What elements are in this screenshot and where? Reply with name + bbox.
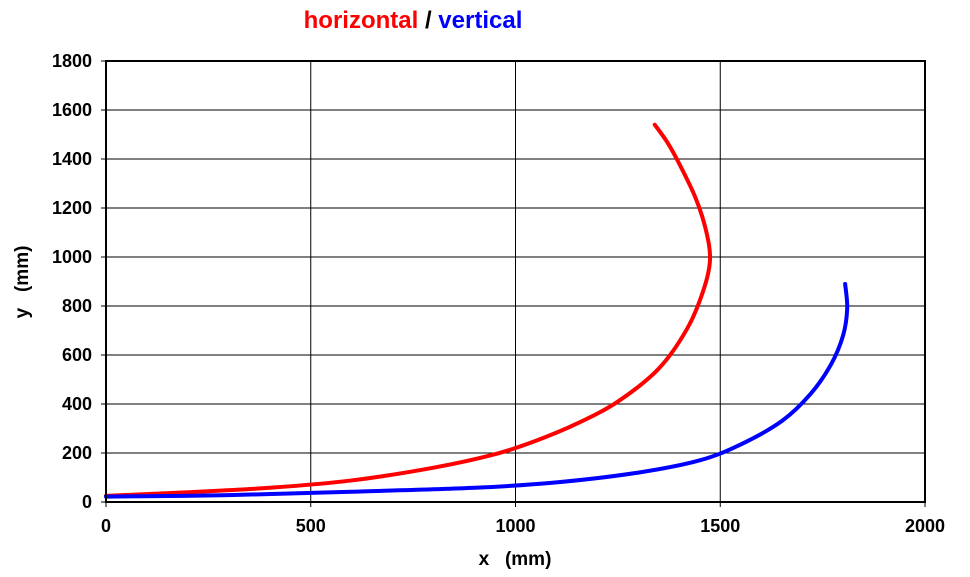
title-part-vertical: vertical: [438, 7, 522, 34]
y-tick-label: 1200: [52, 198, 92, 218]
y-tick-labels: 0 200 400 600 800 1000 1200 1400 1600 1800: [52, 51, 106, 512]
chart-title: horizontal / vertical: [304, 7, 523, 34]
x-axis-label: x (mm): [479, 549, 552, 570]
series-line-2: [104, 281, 850, 499]
x-tick-label: 2000: [905, 516, 945, 536]
grid: [106, 61, 925, 502]
y-tick-label: 1000: [52, 247, 92, 267]
y-tick-label: 200: [62, 443, 92, 463]
title-part-separator: /: [418, 7, 438, 34]
y-axis-label: y (mm): [12, 246, 33, 319]
series-group: [104, 122, 850, 499]
y-tick-label: 1800: [52, 51, 92, 71]
x-tick-label: 500: [296, 516, 326, 536]
y-tick-label: 400: [62, 394, 92, 414]
series-line-1: [104, 122, 713, 498]
x-tick-label: 1000: [495, 516, 535, 536]
x-tick-label: 1500: [700, 516, 740, 536]
y-tick-label: 1400: [52, 149, 92, 169]
y-tick-label: 800: [62, 296, 92, 316]
y-tick-label: 1600: [52, 100, 92, 120]
title-part-horizontal: horizontal: [304, 7, 419, 34]
x-tick-label: 0: [101, 516, 111, 536]
x-tick-labels: 0 500 1000 1500 2000: [101, 502, 945, 536]
y-tick-label: 600: [62, 345, 92, 365]
y-tick-label: 0: [82, 492, 92, 512]
